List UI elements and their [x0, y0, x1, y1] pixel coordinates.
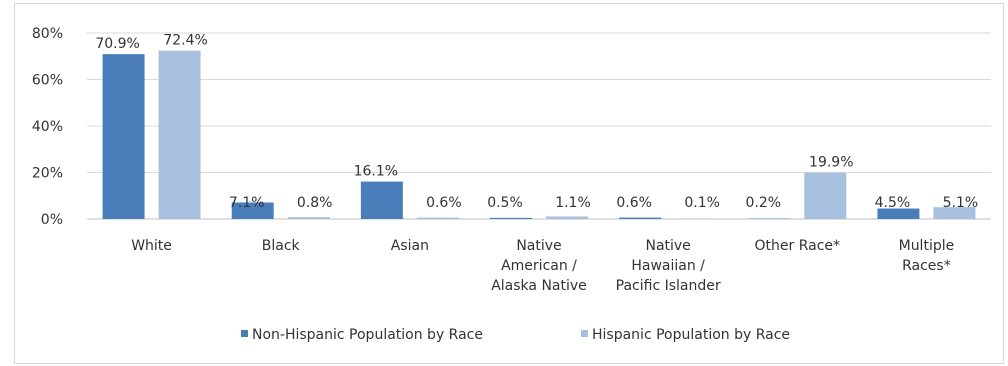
category-label-line: Pacific Islander — [616, 278, 721, 294]
category-label: Other Race* — [755, 238, 841, 254]
legend-label: Hispanic Population by Race — [592, 327, 790, 343]
chart-frame: 0% 20% 40% 60% 80% 70.9% 72.4% White 7.1% 0.8% Bla… — [14, 3, 1004, 364]
y-tick-label: 40% — [32, 119, 63, 135]
bar-non-hispanic — [619, 217, 662, 219]
bar-chart: 0% 20% 40% 60% 80% 70.9% 72.4% White 7.1% 0.8% Bla… — [32, 26, 991, 343]
bar-hispanic — [933, 207, 976, 219]
bar-hispanic — [546, 216, 588, 219]
bar-non-hispanic — [360, 181, 403, 219]
data-label: 4.5% — [875, 195, 911, 211]
data-label: 0.6% — [616, 195, 652, 211]
category-label-line: Alaska Native — [491, 278, 587, 294]
legend-label: Non-Hispanic Population by Race — [252, 327, 483, 343]
category-label: Native American / Alaska Native — [491, 238, 587, 294]
data-label: 70.9% — [95, 36, 139, 52]
data-label: 1.1% — [555, 195, 591, 211]
category-label-line: Native — [516, 238, 561, 254]
category-label: Multiple Races* — [899, 238, 955, 274]
category-label: White — [131, 238, 172, 254]
bar-non-hispanic — [102, 54, 145, 219]
data-label: 0.8% — [297, 195, 333, 211]
category-label: Asian — [391, 238, 429, 254]
data-label: 7.1% — [229, 195, 265, 211]
data-label: 0.2% — [745, 195, 781, 211]
data-label: 0.5% — [487, 195, 523, 211]
category-label-line: Races* — [902, 258, 951, 274]
y-tick-label: 20% — [32, 166, 63, 182]
category-label-line: Black — [262, 238, 301, 254]
y-tick-label: 0% — [41, 212, 63, 228]
data-label: 72.4% — [163, 33, 207, 49]
category-label-line: White — [131, 238, 172, 254]
data-label: 19.9% — [809, 155, 853, 171]
data-label: 16.1% — [354, 164, 398, 180]
category-label-line: Hawaiian / — [631, 258, 705, 274]
category-label-line: American / — [501, 258, 577, 274]
category-label: Black — [262, 238, 301, 254]
bar-non-hispanic — [490, 217, 532, 219]
legend-swatch — [241, 330, 248, 337]
data-label: 0.1% — [684, 195, 720, 211]
bar-hispanic — [158, 50, 201, 219]
bar-hispanic — [804, 172, 847, 219]
y-tick-label: 80% — [32, 26, 63, 42]
data-label: 0.6% — [426, 195, 462, 211]
category-label-line: Other Race* — [755, 238, 841, 254]
category-label: Native Hawaiian / Pacific Islander — [616, 238, 721, 294]
bar-hispanic — [416, 217, 459, 219]
legend-swatch — [581, 330, 588, 337]
data-label: 5.1% — [943, 195, 979, 211]
y-tick-label: 60% — [32, 73, 63, 89]
bar-non-hispanic — [231, 202, 274, 219]
bar-hispanic — [287, 217, 330, 219]
category-label-line: Asian — [391, 238, 429, 254]
bar-non-hispanic — [877, 208, 920, 219]
category-label-line: Native — [645, 238, 690, 254]
category-label-line: Multiple — [899, 238, 955, 254]
